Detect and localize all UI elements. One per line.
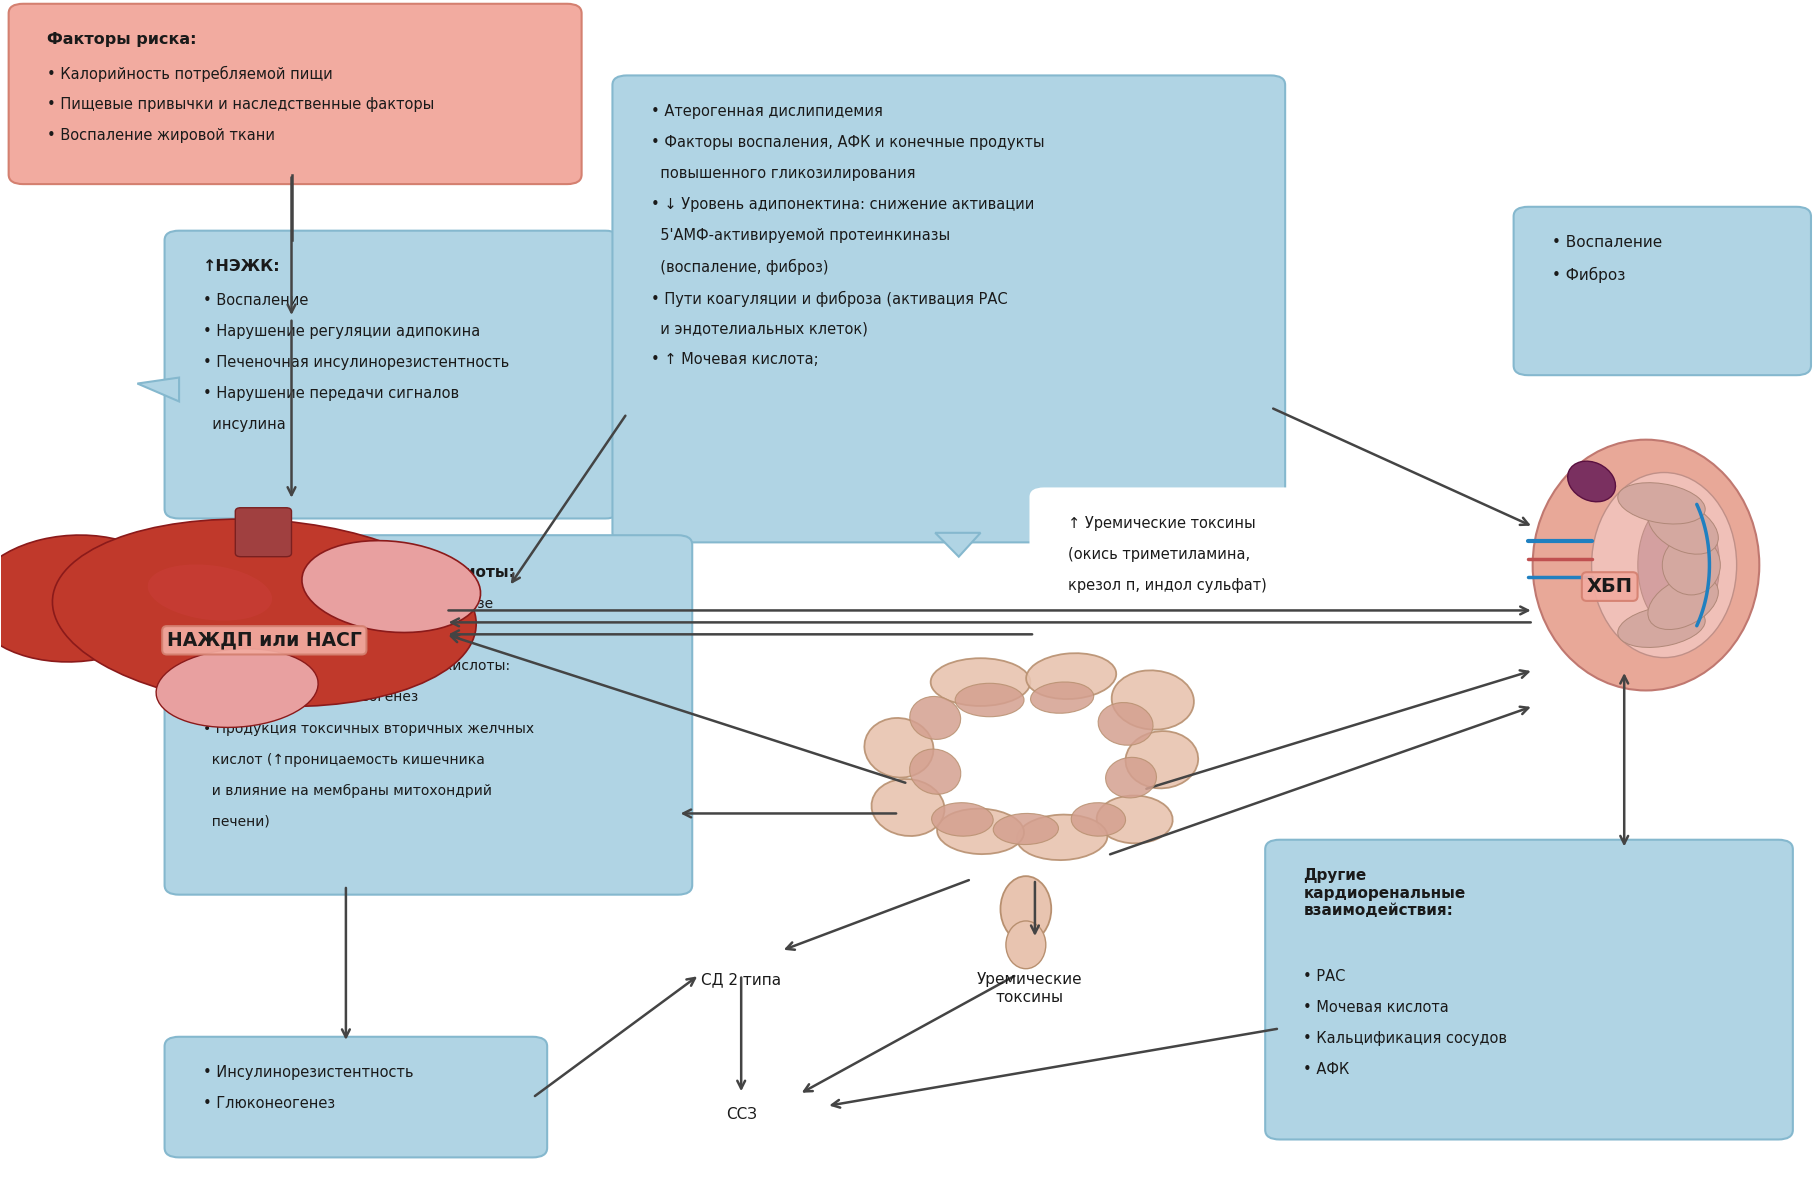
- Text: и эндотелиальных клеток): и эндотелиальных клеток): [650, 322, 868, 336]
- FancyBboxPatch shape: [1513, 207, 1811, 375]
- Ellipse shape: [156, 649, 318, 728]
- Ellipse shape: [1099, 703, 1153, 746]
- Text: • Глюконеогенез: • Глюконеогенез: [203, 1096, 334, 1112]
- Ellipse shape: [937, 809, 1024, 855]
- FancyBboxPatch shape: [236, 508, 292, 557]
- Ellipse shape: [1618, 606, 1705, 648]
- Ellipse shape: [930, 658, 1030, 706]
- Text: кислот (↑проницаемость кишечника: кислот (↑проницаемость кишечника: [203, 753, 485, 766]
- Ellipse shape: [0, 535, 178, 662]
- Text: • Воспаление: • Воспаление: [1551, 236, 1662, 250]
- Text: • ↓ Уровень адипонектина: снижение активации: • ↓ Уровень адипонектина: снижение актив…: [650, 198, 1033, 212]
- Text: • ↓короткоцепочечные жирные кислоты:: • ↓короткоцепочечные жирные кислоты:: [203, 660, 510, 674]
- Text: • Инсулинорезистентность: • Инсулинорезистентность: [203, 1065, 414, 1081]
- Ellipse shape: [872, 779, 944, 836]
- FancyBboxPatch shape: [9, 4, 581, 184]
- Ellipse shape: [932, 803, 993, 837]
- Ellipse shape: [1106, 758, 1157, 798]
- Ellipse shape: [993, 814, 1059, 845]
- Ellipse shape: [53, 519, 476, 706]
- Text: СД 2 типа: СД 2 типа: [701, 972, 781, 988]
- Ellipse shape: [1071, 803, 1126, 837]
- FancyBboxPatch shape: [165, 231, 619, 518]
- Text: инсулина: инсулина: [203, 417, 285, 432]
- FancyBboxPatch shape: [165, 1037, 547, 1157]
- Text: повышенного гликозилирования: повышенного гликозилирования: [650, 166, 915, 181]
- Text: • Нарушение передачи сигналов: • Нарушение передачи сигналов: [203, 385, 459, 401]
- Text: • АФК: • АФК: [1304, 1062, 1349, 1077]
- Text: • РАС: • РАС: [1304, 968, 1346, 984]
- Text: • Нарушение регуляции адипокина: • Нарушение регуляции адипокина: [203, 324, 479, 339]
- Ellipse shape: [1097, 796, 1173, 844]
- Text: (воспаление, фиброз): (воспаление, фиброз): [650, 260, 828, 275]
- Polygon shape: [935, 533, 981, 557]
- Text: (окись триметиламина,: (окись триметиламина,: [1068, 547, 1249, 563]
- Ellipse shape: [864, 718, 933, 778]
- Ellipse shape: [910, 697, 961, 740]
- Ellipse shape: [1017, 815, 1108, 861]
- Ellipse shape: [1111, 670, 1193, 730]
- FancyBboxPatch shape: [612, 75, 1286, 542]
- Text: и влияние на мембраны митохондрий: и влияние на мембраны митохондрий: [203, 784, 492, 797]
- Text: печени): печени): [203, 815, 269, 828]
- Polygon shape: [138, 377, 180, 401]
- Ellipse shape: [1638, 499, 1720, 631]
- Ellipse shape: [1662, 535, 1720, 595]
- Text: Изменение кишечной микробиоты:: Изменение кишечной микробиоты:: [203, 564, 514, 579]
- Text: Другие
кардиоренальные
взаимодействия:: Другие кардиоренальные взаимодействия:: [1304, 868, 1466, 918]
- Text: ↑НЭЖК:: ↑НЭЖК:: [203, 260, 280, 274]
- Ellipse shape: [910, 749, 961, 795]
- Text: • Факторы воспаления, АФК и конечные продукты: • Факторы воспаления, АФК и конечные про…: [650, 135, 1044, 150]
- Ellipse shape: [1591, 473, 1736, 657]
- Ellipse shape: [1618, 482, 1705, 524]
- Text: • Пути коагуляции и фиброза (активация РАС: • Пути коагуляции и фиброза (активация Р…: [650, 291, 1008, 306]
- Text: • Влияние на толерантность к глюкозе: • Влияние на толерантность к глюкозе: [203, 597, 492, 612]
- Ellipse shape: [1030, 682, 1093, 713]
- Text: • Пищевые привычки и наследственные факторы: • Пищевые привычки и наследственные факт…: [47, 97, 434, 113]
- Text: • Продукция токсичных вторичных желчных: • Продукция токсичных вторичных желчных: [203, 722, 534, 735]
- Text: • Воспаление жировой ткани: • Воспаление жировой ткани: [47, 128, 274, 142]
- Text: • Калорийность потребляемой пищи: • Калорийность потребляемой пищи: [47, 66, 332, 83]
- Text: • Воспаление: • Воспаление: [203, 293, 309, 308]
- Text: липогенез и глюконеогенез: липогенез и глюконеогенез: [203, 691, 418, 705]
- Text: • Атерогенная дислипидемия: • Атерогенная дислипидемия: [650, 104, 883, 119]
- Text: ХБП: ХБП: [1587, 577, 1633, 596]
- Ellipse shape: [955, 683, 1024, 717]
- Text: • Печеночная инсулинорезистентность: • Печеночная инсулинорезистентность: [203, 354, 508, 370]
- Text: и воспаление: и воспаление: [203, 628, 311, 643]
- Ellipse shape: [1533, 439, 1760, 691]
- FancyBboxPatch shape: [165, 535, 692, 894]
- Ellipse shape: [1647, 576, 1718, 630]
- FancyBboxPatch shape: [1266, 840, 1792, 1140]
- Ellipse shape: [1567, 461, 1616, 502]
- Text: Факторы риска:: Факторы риска:: [47, 32, 196, 48]
- Text: ↑ Уремические токсины: ↑ Уремические токсины: [1068, 516, 1255, 531]
- FancyBboxPatch shape: [1030, 487, 1458, 644]
- Text: 5'АМФ-активируемой протеинкиназы: 5'АМФ-активируемой протеинкиназы: [650, 229, 950, 243]
- Text: • Фиброз: • Фиброз: [1551, 267, 1625, 282]
- Text: • ↑ Мочевая кислота;: • ↑ Мочевая кислота;: [650, 352, 819, 367]
- Text: НАЖДП или НАСГ: НАЖДП или НАСГ: [167, 631, 361, 650]
- Text: Уремические
токсины: Уремические токсины: [977, 972, 1082, 1004]
- Text: • Мочевая кислота: • Мочевая кислота: [1304, 999, 1449, 1015]
- Ellipse shape: [1001, 876, 1051, 942]
- Ellipse shape: [1126, 731, 1199, 789]
- Text: ССЗ: ССЗ: [726, 1107, 757, 1122]
- Text: крезол п, индол сульфат): крезол п, индол сульфат): [1068, 578, 1266, 594]
- Ellipse shape: [1006, 920, 1046, 968]
- Ellipse shape: [147, 565, 272, 621]
- Ellipse shape: [1647, 500, 1718, 554]
- Ellipse shape: [1026, 654, 1117, 699]
- Text: • Кальцификация сосудов: • Кальцификация сосудов: [1304, 1031, 1507, 1046]
- Ellipse shape: [301, 541, 481, 632]
